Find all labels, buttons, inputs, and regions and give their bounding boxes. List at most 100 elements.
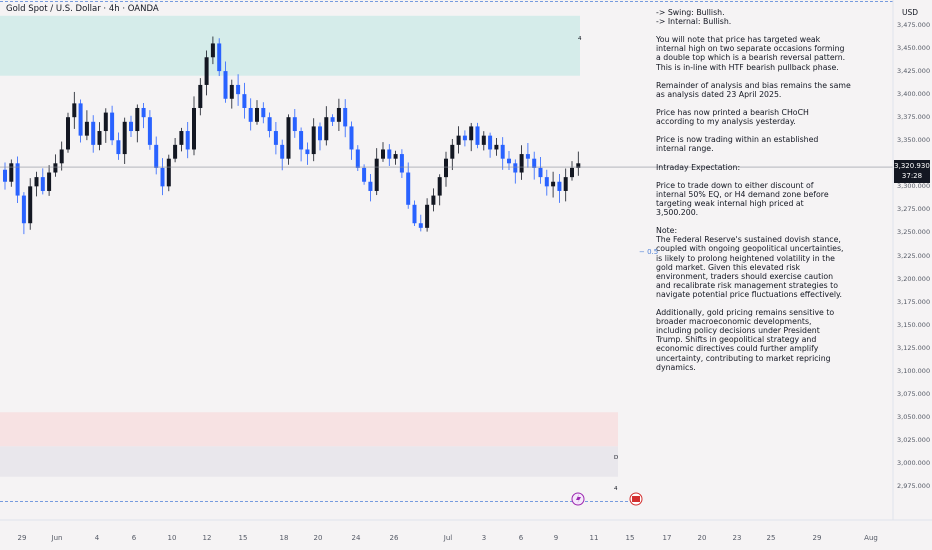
note-line: gold market. Given this elevated risk <box>656 262 801 272</box>
note-line: environment, traders should exercise cau… <box>656 271 834 281</box>
candle-body <box>280 144 285 159</box>
time-tick: 9 <box>553 534 559 542</box>
note-line: internal 50% EQ, or H4 demand zone befor… <box>656 189 829 199</box>
candle-body <box>185 131 190 150</box>
candle-body <box>217 43 222 72</box>
note-line: Note: <box>656 226 678 236</box>
candle-body <box>481 135 486 145</box>
candle-body <box>129 121 133 132</box>
candle-body <box>374 158 379 191</box>
price-tick: 3,425.000 <box>897 67 931 76</box>
candle-body <box>110 112 115 141</box>
candle-body <box>47 172 52 191</box>
note-line: internal range. <box>656 144 714 154</box>
candle-body <box>336 107 341 122</box>
candle-body <box>324 117 329 141</box>
candle-body <box>103 112 108 132</box>
note-gap <box>656 72 836 81</box>
zone-mark-2: 4 <box>614 486 618 492</box>
candle-body <box>381 149 385 159</box>
candle-body <box>519 154 524 173</box>
price-tick: 3,400.000 <box>897 90 931 99</box>
analysis-notes: -> Swing: Bullish. -> Internal: Bullish. Y… <box>656 8 851 372</box>
note-gap <box>656 99 836 108</box>
candle-body <box>387 149 392 159</box>
flag-stripes-icon <box>632 496 640 502</box>
lightning-bolt-icon <box>576 494 581 504</box>
candle-body <box>248 107 253 122</box>
candle-body <box>393 154 398 159</box>
candle-body <box>349 126 354 150</box>
note-line: Price to trade down to either discount o… <box>656 180 814 190</box>
candle-body <box>116 140 121 155</box>
zone-mark-1: D <box>614 455 618 461</box>
candle-body <box>299 131 304 150</box>
price-tick: 3,175.000 <box>897 297 931 306</box>
note-line: dynamics. <box>656 362 696 372</box>
note-line: is likely to prolong heightened volatili… <box>656 253 835 263</box>
note-line: The Federal Reserve's sustained dovish s… <box>656 235 841 245</box>
candle-body <box>305 149 310 155</box>
price-axis[interactable]: 3,475.000 3,450.000 3,425.000 3,400.000 3,37… <box>893 0 932 520</box>
note-line: -> Swing: Bullish. <box>656 8 725 17</box>
time-tick: 24 <box>351 534 361 542</box>
price-tick: 3,075.000 <box>897 389 931 398</box>
candle-layer <box>3 36 581 235</box>
countdown-timer: 37:28 <box>901 172 923 180</box>
price-tick: 3,050.000 <box>897 412 931 421</box>
candle-body <box>147 117 152 145</box>
time-tick: 15 <box>625 534 635 542</box>
note-line: You will note that price has targeted we… <box>656 35 821 45</box>
time-tick: 4 <box>94 534 100 542</box>
currency-label[interactable]: USD <box>902 8 919 17</box>
candle-body <box>204 57 209 85</box>
candle-body <box>450 144 455 159</box>
note-line: including policy decisions under Preside… <box>656 326 820 336</box>
candle-body <box>318 126 322 141</box>
time-tick: 6 <box>131 534 137 542</box>
candle-body <box>362 167 367 182</box>
candle-body <box>412 204 417 224</box>
price-tick: 3,375.000 <box>897 113 931 122</box>
price-tick: 3,000.000 <box>897 458 931 467</box>
zone-0 <box>0 15 580 76</box>
candle-body <box>507 158 511 164</box>
candle-body <box>135 107 140 132</box>
note-gap <box>656 217 836 226</box>
price-tick: 3,250.000 <box>897 228 931 237</box>
candle-body <box>292 117 297 132</box>
candle-body <box>330 117 335 122</box>
candle-body <box>166 158 171 187</box>
note-gap <box>656 172 836 181</box>
note-gap <box>656 299 836 308</box>
candle-body <box>122 121 127 155</box>
note-line: as analysis dated 23 April 2025. <box>656 89 782 99</box>
price-tick: 3,200.000 <box>897 274 931 283</box>
candle-body <box>97 131 102 145</box>
note-line: This is in-line with HTF bearish pullbac… <box>656 62 839 72</box>
candle-body <box>570 167 574 178</box>
note-line: Trump. Shifts in geopolitical strategy a… <box>656 335 817 345</box>
candle-body <box>538 167 543 178</box>
candle-body <box>494 144 499 150</box>
price-tick: 3,100.000 <box>897 366 931 375</box>
price-tick: 3,125.000 <box>897 343 931 352</box>
candle-body <box>154 144 159 168</box>
time-tick: 26 <box>389 534 399 542</box>
note-line: according to my analysis yesterday. <box>656 117 796 127</box>
time-tick: 6 <box>518 534 524 542</box>
note-line: navigate potential price fluctuations ef… <box>656 289 843 299</box>
time-tick: 17 <box>662 534 672 542</box>
candle-body <box>28 186 33 224</box>
price-tick: 3,450.000 <box>897 44 931 53</box>
time-tick: Aug <box>864 534 878 542</box>
candle-body <box>34 177 39 187</box>
note-line: internal high on two separate occasions … <box>656 44 845 54</box>
time-tick: 25 <box>766 534 776 542</box>
time-axis[interactable]: 29 Jun 4 6 10 12 15 18 20 24 26 Jul 3 6 9 11 15 17 20 23 25 2… <box>0 528 893 548</box>
candle-body <box>311 126 316 155</box>
symbol-title[interactable]: Gold Spot / U.S. Dollar · 4h · OANDA <box>6 4 159 14</box>
note-line: Price is now trading within an establish… <box>656 135 819 145</box>
